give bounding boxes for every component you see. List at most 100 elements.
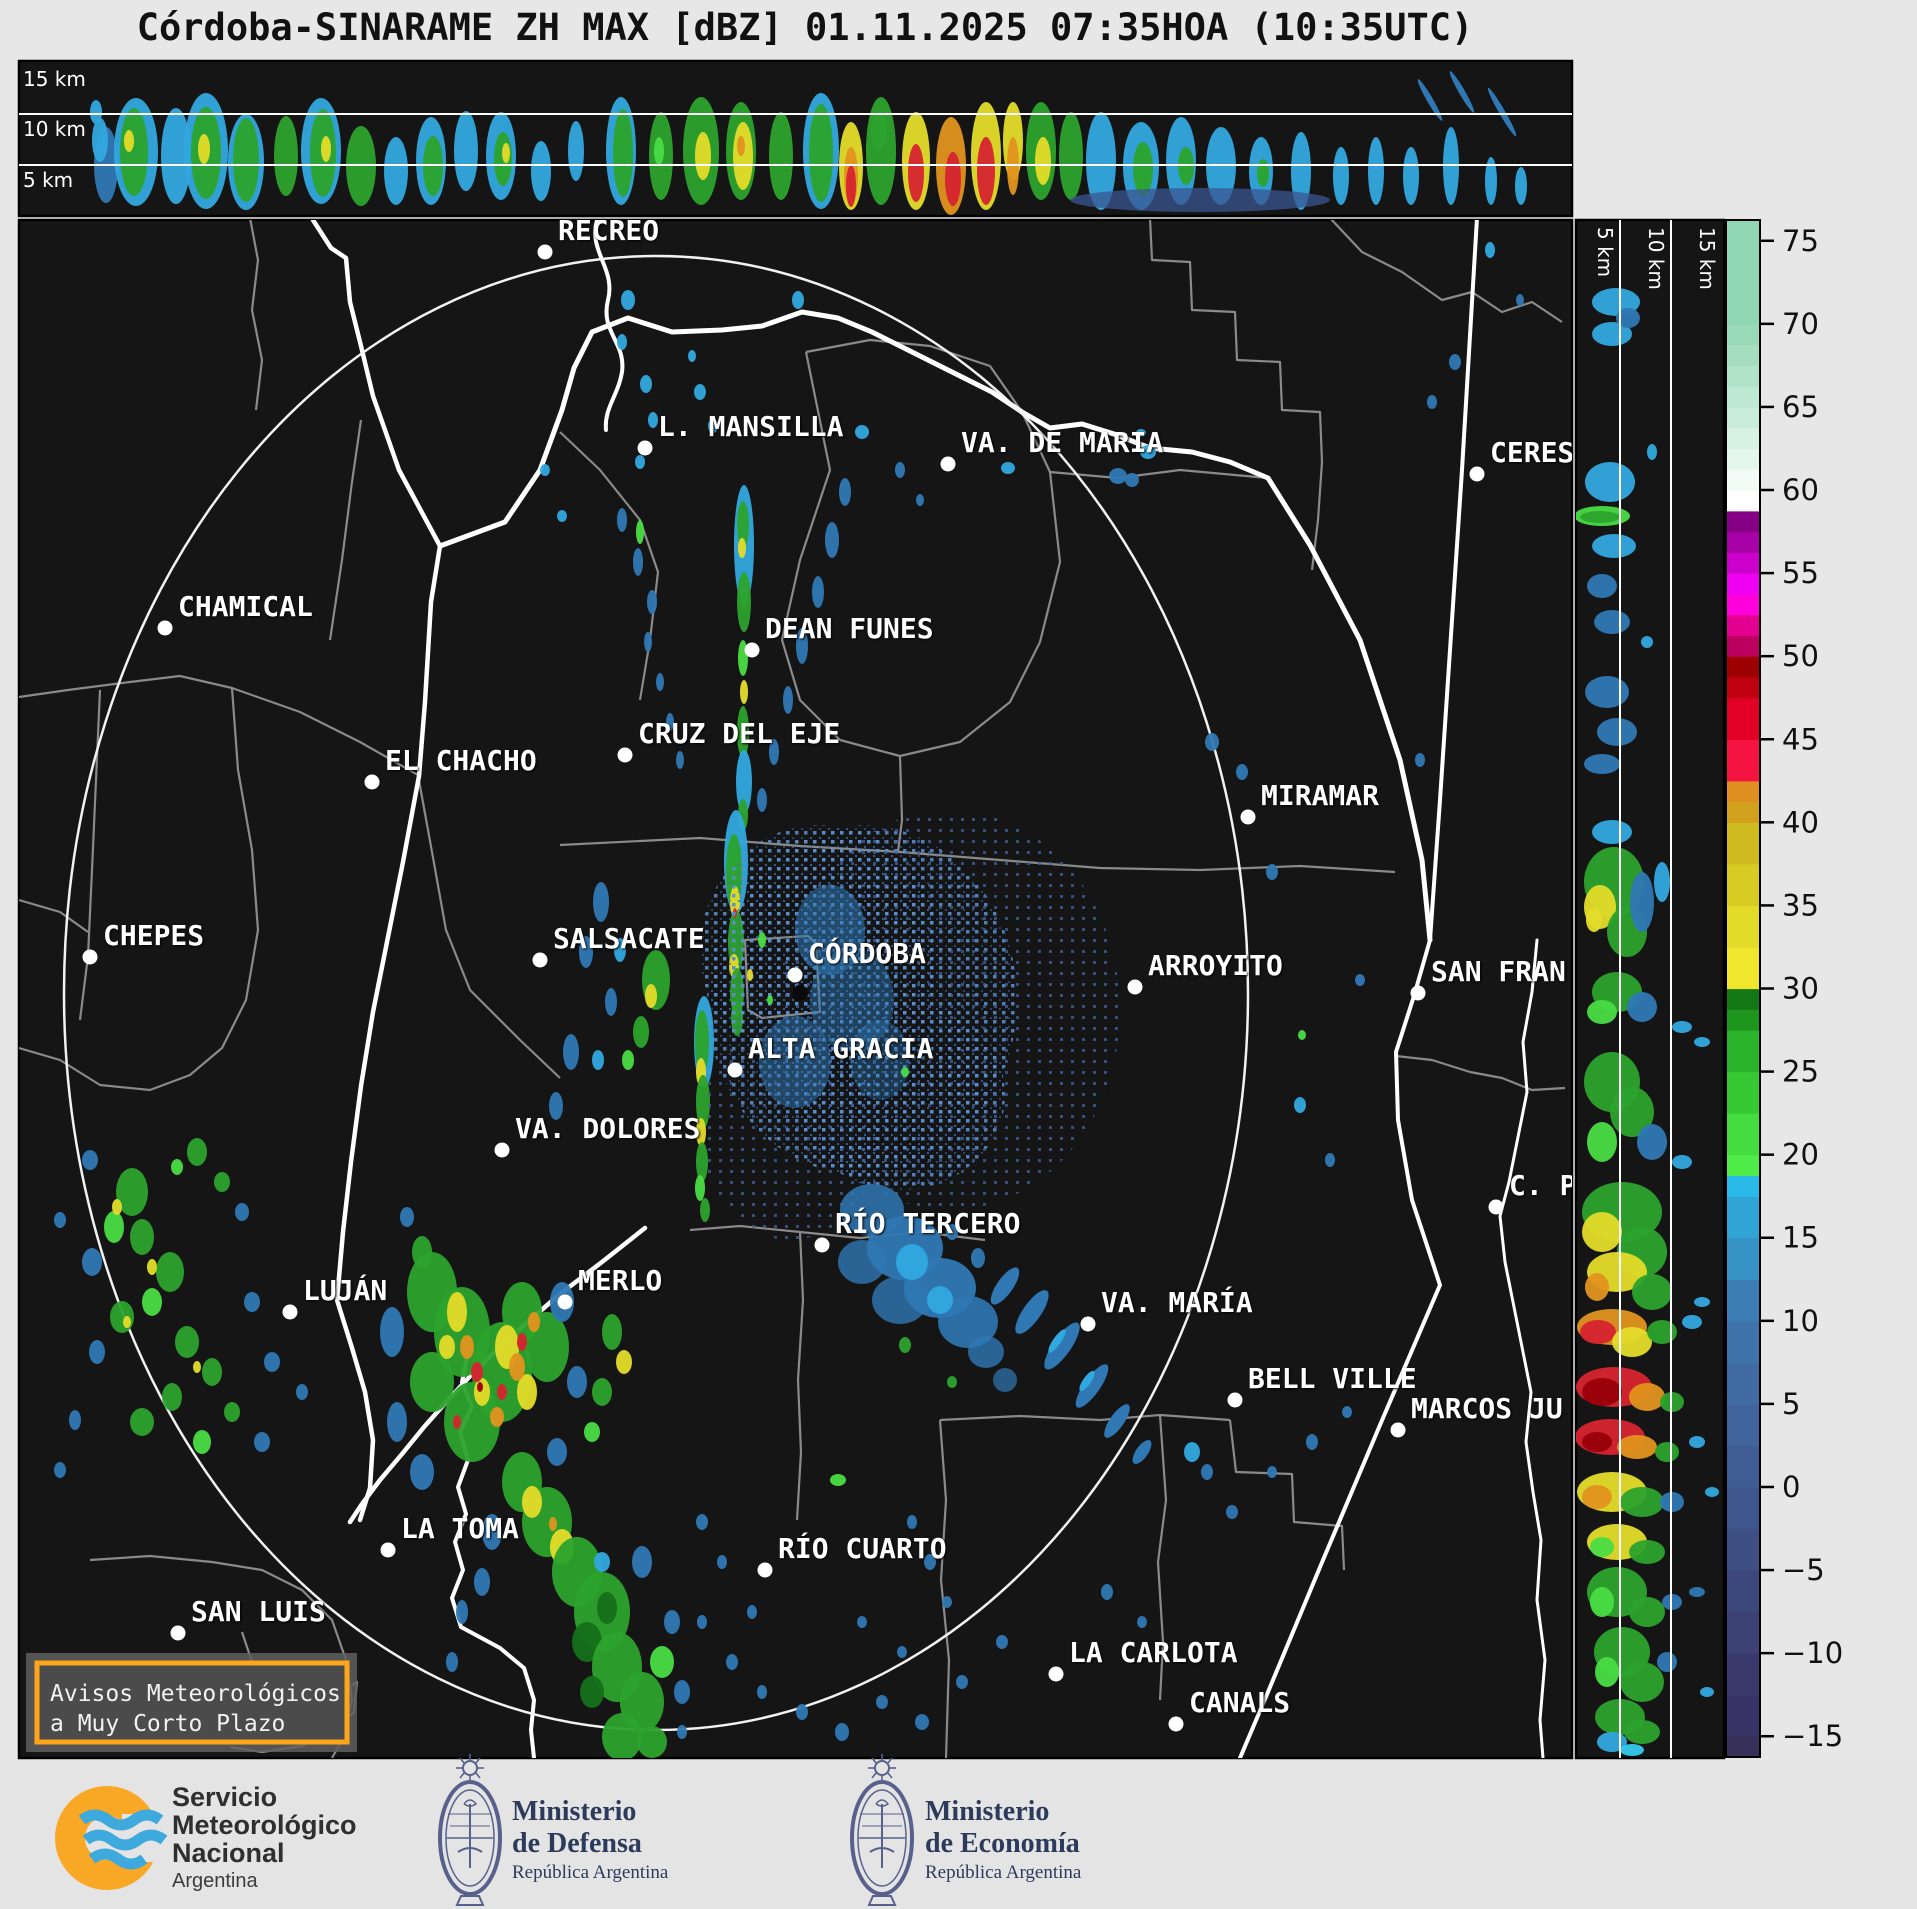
echo-blob	[796, 628, 808, 664]
echo-blob	[1655, 1442, 1679, 1462]
department-boundary-line	[19, 687, 260, 1092]
echo-blob	[547, 1438, 567, 1466]
top-axis-label-15km: 15 km	[23, 67, 86, 91]
echo-blob	[1355, 974, 1365, 986]
echo-blob	[1657, 1652, 1677, 1672]
warning-line-2: a Muy Corto Plazo	[50, 1711, 285, 1737]
colorbar-tick-label: 70	[1782, 307, 1819, 341]
city-label: CÓRDOBA	[808, 936, 926, 970]
city-label: BELL VILLE	[1248, 1362, 1417, 1395]
echo-blob	[447, 1292, 467, 1332]
echo-blob	[1620, 1662, 1664, 1702]
echo-blob	[1584, 754, 1620, 774]
colorbar-band	[1726, 573, 1760, 595]
echo-blob	[202, 1358, 222, 1386]
department-boundary-line	[795, 1231, 805, 1521]
echo-blob	[640, 375, 652, 393]
echo-blob	[617, 508, 627, 532]
map-echo-layer	[54, 242, 1524, 1758]
top-axis-label-5km: 5 km	[23, 168, 73, 192]
echo-blob	[838, 1240, 886, 1284]
echo-blob	[1403, 147, 1419, 205]
echo-blob	[695, 1175, 705, 1201]
echo-blob	[1325, 1153, 1335, 1167]
echo-blob	[899, 1337, 911, 1353]
department-boundary-line	[1330, 220, 1563, 323]
colorbar-band	[1726, 863, 1760, 907]
echo-blob	[1694, 1297, 1710, 1307]
colorbar-band	[1726, 490, 1760, 512]
echo-blob	[1136, 429, 1146, 437]
colorbar-band	[1726, 344, 1760, 366]
echo-blob	[1109, 468, 1127, 484]
echo-blob	[1516, 294, 1524, 306]
colorbar-tick-label: 45	[1782, 722, 1819, 756]
echo-blob	[694, 384, 706, 400]
echo-blob	[622, 1050, 634, 1070]
radar-site-marker	[792, 985, 808, 1001]
colorbar-tick-label: 35	[1782, 888, 1819, 922]
colorbar-band	[1726, 635, 1760, 657]
echo-blob	[907, 1515, 917, 1529]
city-label: CHAMICAL	[178, 590, 313, 623]
echo-blob	[224, 1402, 240, 1422]
colorbar-band	[1726, 1570, 1760, 1613]
city-marker-c-p: C. P	[1488, 1169, 1572, 1215]
city-dot	[1168, 1716, 1184, 1732]
echo-blob	[650, 1646, 674, 1678]
echo-blob	[171, 1159, 183, 1175]
warning-line-1: Avisos Meteorológicos	[50, 1681, 341, 1707]
echo-blob	[1647, 1320, 1677, 1344]
smn-wordmark: Servicio Meteorológico Nacional Argentin…	[172, 1782, 357, 1892]
echo-blob	[130, 1219, 154, 1255]
echo-blob	[124, 130, 134, 152]
city-label: DEAN FUNES	[765, 612, 934, 645]
echo-blob	[767, 995, 773, 1005]
echo-blob	[380, 1307, 404, 1357]
echo-blob	[1449, 354, 1461, 370]
province-boundary-line	[1498, 938, 1547, 1758]
echo-blob	[737, 572, 751, 632]
colorbar-band	[1726, 905, 1760, 948]
colorbar-band	[1726, 1113, 1760, 1156]
colorbar-band	[1726, 780, 1760, 803]
echo-blob	[946, 1224, 958, 1240]
echo-blob	[674, 1680, 690, 1704]
city-marker-va-de-maria: VA. DE MARIA	[940, 426, 1163, 472]
echo-blob	[835, 1723, 849, 1741]
echo-blob	[1585, 676, 1629, 708]
echo-blob	[697, 1615, 707, 1629]
echo-blob	[82, 1150, 98, 1170]
echo-blob	[908, 144, 924, 202]
echo-blob	[677, 1725, 687, 1739]
echo-blob	[621, 290, 635, 310]
city-marker-chepes: CHEPES	[82, 919, 204, 965]
echo-blob	[688, 350, 696, 362]
colorbar-tick-label: −5	[1782, 1553, 1825, 1587]
echo-blob	[876, 1695, 888, 1709]
echo-blob	[795, 885, 865, 975]
echo-blob	[737, 136, 745, 156]
echo-blob	[1629, 1540, 1665, 1564]
echo-blob	[1294, 1097, 1306, 1113]
echo-blob	[156, 1252, 184, 1292]
city-dot	[364, 774, 380, 790]
colorbar-band	[1726, 1030, 1760, 1073]
echo-blob	[901, 1067, 909, 1077]
city-label: SAN LUIS	[191, 1595, 326, 1628]
echo-blob	[597, 1592, 617, 1624]
echo-blob	[549, 1517, 557, 1531]
city-marker-chamical: CHAMICAL	[157, 590, 313, 636]
echo-blob	[1594, 610, 1630, 634]
echo-blob	[733, 122, 753, 190]
city-marker-marcos-ju: MARCOS JU	[1390, 1392, 1563, 1438]
echo-blob	[90, 100, 102, 124]
colorbar-band	[1726, 1320, 1760, 1363]
city-dot	[757, 1562, 773, 1578]
echo-blob	[528, 1312, 540, 1332]
echo-blob	[810, 948, 894, 1052]
colorbar-band	[1726, 656, 1760, 678]
colorbar-band	[1726, 427, 1760, 450]
echo-blob	[1485, 242, 1495, 258]
